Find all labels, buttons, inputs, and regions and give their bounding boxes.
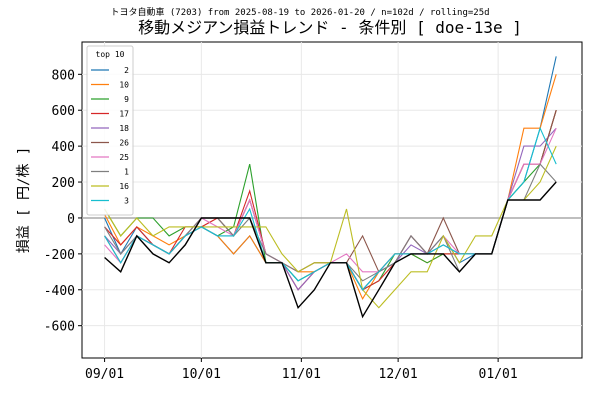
y-tick-label: -600 — [44, 320, 75, 335]
legend-title: top 10 — [96, 50, 125, 59]
y-tick-label: -400 — [44, 284, 75, 299]
y-tick-label: 600 — [52, 104, 75, 119]
legend-label: 25 — [119, 153, 129, 162]
series-line — [104, 145, 557, 309]
series-line — [104, 56, 557, 291]
legend-label: 26 — [119, 139, 129, 148]
legend-label: 2 — [124, 66, 129, 75]
series-line — [104, 74, 557, 300]
y-tick-label: 400 — [52, 140, 75, 155]
x-tick-label: 11/01 — [282, 367, 321, 382]
legend-label: 1 — [124, 168, 129, 177]
series-line — [104, 126, 557, 291]
legend-label: 9 — [124, 95, 129, 104]
legend-box — [86, 45, 134, 216]
plot-frame — [81, 41, 583, 359]
legend-label: 10 — [119, 81, 129, 90]
series-line — [104, 127, 557, 291]
legend: top 10 2 10 9 17 18 26 25 1 16 3 — [86, 45, 134, 216]
y-axis-label: 損益 [ 円/株 ] — [16, 147, 32, 254]
x-tick-label: 09/01 — [85, 367, 124, 382]
chart-subtitle: トヨタ自動車 (7203) from 2025-08-19 to 2026-01… — [110, 6, 489, 18]
legend-label: 3 — [124, 197, 129, 206]
chart-title: 移動メジアン損益トレンド - 条件別 [ doe-13e ] — [138, 18, 522, 37]
legend-label: 17 — [119, 110, 129, 119]
y-tick-label: -200 — [44, 248, 75, 263]
y-tick-label: 800 — [52, 68, 75, 83]
legend-label: 16 — [119, 182, 129, 191]
x-tick-label: 10/01 — [182, 367, 221, 382]
series-line — [104, 181, 557, 319]
x-tick-label: 01/01 — [479, 367, 518, 382]
y-tick-label: 0 — [67, 212, 75, 227]
x-tick-label: 12/01 — [379, 367, 418, 382]
legend-label: 18 — [119, 124, 129, 133]
y-tick-label: 200 — [52, 176, 75, 191]
